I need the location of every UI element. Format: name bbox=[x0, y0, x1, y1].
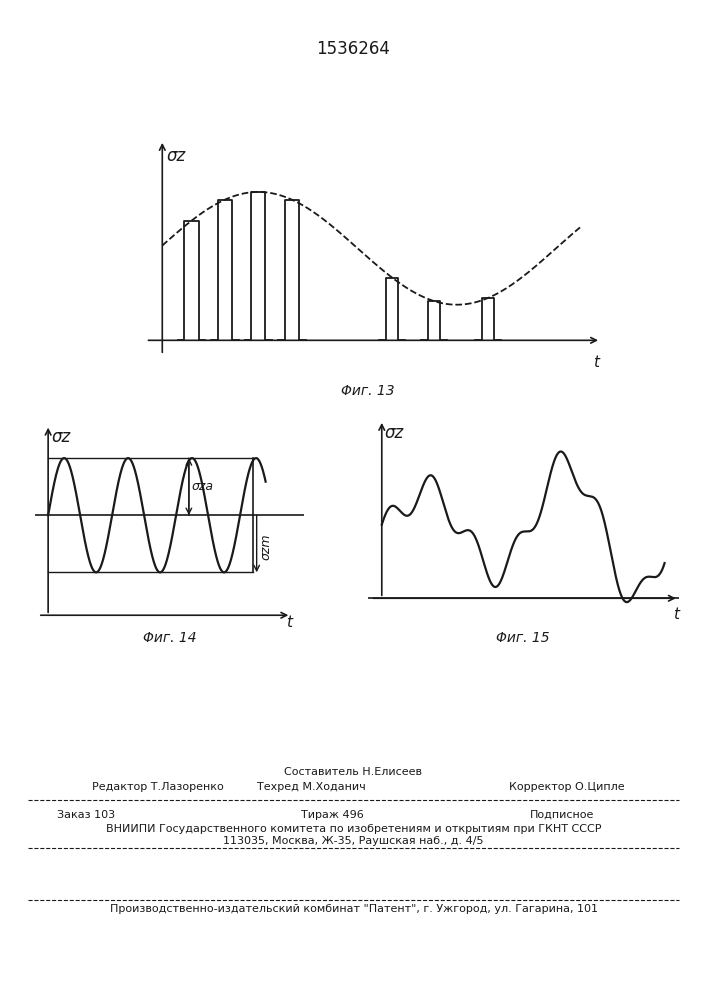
Text: Редактор Т.Лазоренко: Редактор Т.Лазоренко bbox=[92, 782, 223, 792]
Text: Φиг. 15: Φиг. 15 bbox=[496, 631, 550, 645]
Text: Заказ 103: Заказ 103 bbox=[57, 810, 115, 820]
Text: σzm: σzm bbox=[259, 533, 272, 560]
Text: Производственно-издательский комбинат "Патент", г. Ужгород, ул. Гагарина, 101: Производственно-издательский комбинат "П… bbox=[110, 904, 597, 914]
Text: Φиг. 14: Φиг. 14 bbox=[143, 631, 197, 645]
Text: Тираж 496: Тираж 496 bbox=[301, 810, 363, 820]
Text: Φиг. 13: Φиг. 13 bbox=[341, 384, 395, 398]
Text: Корректор О.Ципле: Корректор О.Ципле bbox=[509, 782, 625, 792]
Text: t: t bbox=[286, 615, 292, 630]
Text: ВНИИПИ Государственного комитета по изобретениям и открытиям при ГКНТ СССР: ВНИИПИ Государственного комитета по изоб… bbox=[106, 824, 601, 834]
Text: 113035, Москва, Ж-35, Раушская наб., д. 4/5: 113035, Москва, Ж-35, Раушская наб., д. … bbox=[223, 836, 484, 846]
Text: t: t bbox=[673, 607, 679, 622]
Text: t: t bbox=[592, 355, 599, 370]
Text: Подписное: Подписное bbox=[530, 810, 595, 820]
Text: σz: σz bbox=[166, 147, 186, 165]
Text: Техред М.Ходанич: Техред М.Ходанич bbox=[257, 782, 366, 792]
Text: 1536264: 1536264 bbox=[317, 40, 390, 58]
Text: σza: σza bbox=[192, 480, 214, 493]
Text: σz: σz bbox=[385, 424, 404, 442]
Text: σz: σz bbox=[52, 428, 71, 446]
Text: Составитель Н.Елисеев: Составитель Н.Елисеев bbox=[284, 767, 423, 777]
